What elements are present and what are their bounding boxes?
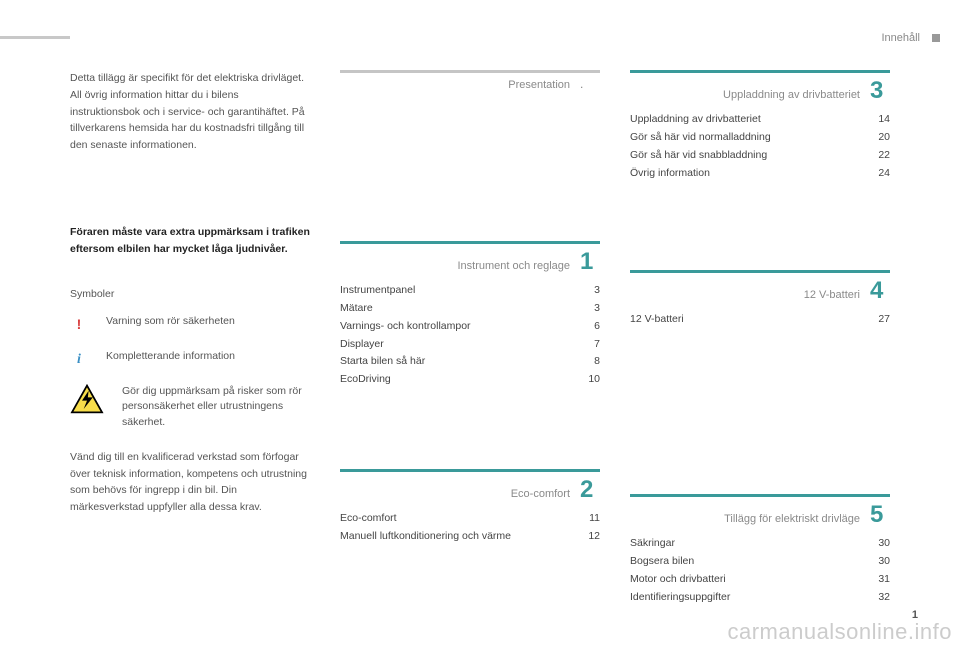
symbol-warning-text: Varning som rör säkerheten xyxy=(106,314,235,330)
footer-note: Vänd dig till en kvalificerad verkstad s… xyxy=(70,449,310,516)
toc-row: Gör så här vid snabbladdning22 xyxy=(630,147,890,165)
toc-row: Manuell luftkonditionering och värme12 xyxy=(340,528,600,546)
section-title: Eco-comfort xyxy=(511,488,570,500)
middle-column: Presentation . Instrument och reglage 1 … xyxy=(340,70,600,546)
section-rule xyxy=(630,270,890,273)
bold-notice: Föraren måste vara extra uppmärksam i tr… xyxy=(70,224,310,258)
symbols-heading: Symboler xyxy=(70,288,310,300)
toc-list-5: Säkringar30 Bogsera bilen30 Motor och dr… xyxy=(630,535,890,606)
toc-row: Mätare3 xyxy=(340,300,600,318)
section-number: 2 xyxy=(580,476,600,504)
section-number: 1 xyxy=(580,248,600,276)
section-rule xyxy=(340,70,600,73)
section-title: Instrument och reglage xyxy=(457,260,570,272)
top-left-rule xyxy=(0,36,70,39)
symbol-info-text: Kompletterande information xyxy=(106,349,235,365)
toc-list-1: Instrumentpanel3 Mätare3 Varnings- och k… xyxy=(340,282,600,389)
toc-row: EcoDriving10 xyxy=(340,371,600,389)
section-5: Tillägg för elektriskt drivläge 5 Säkrin… xyxy=(630,494,890,606)
section-3: Uppladdning av drivbatteriet 3 Uppladdni… xyxy=(630,70,890,182)
toc-row: Varnings- och kontrollampor6 xyxy=(340,318,600,336)
symbol-row-warning: ! Varning som rör säkerheten xyxy=(70,314,310,335)
section-presentation: Presentation . xyxy=(340,70,600,91)
toc-row: Säkringar30 xyxy=(630,535,890,553)
section-number: 4 xyxy=(870,277,890,305)
exclamation-icon: ! xyxy=(70,314,88,335)
toc-row: Identifieringsuppgifter32 xyxy=(630,589,890,607)
toc-list-4: 12 V-batteri27 xyxy=(630,311,890,329)
section-title: Presentation xyxy=(508,79,570,91)
section-dot-icon: . xyxy=(580,77,600,91)
section-title: Uppladdning av drivbatteriet xyxy=(723,89,860,101)
toc-row: 12 V-batteri27 xyxy=(630,311,890,329)
top-right-marker xyxy=(932,34,940,42)
symbol-row-hazard: Gör dig uppmärksam på risker som rör per… xyxy=(70,384,310,431)
toc-row: Övrig information24 xyxy=(630,165,890,183)
section-4: 12 V-batteri 4 12 V-batteri27 xyxy=(630,270,890,329)
toc-list-2: Eco-comfort11 Manuell luftkonditionering… xyxy=(340,510,600,546)
toc-row: Instrumentpanel3 xyxy=(340,282,600,300)
section-2: Eco-comfort 2 Eco-comfort11 Manuell luft… xyxy=(340,469,600,546)
section-number: 3 xyxy=(870,77,890,105)
left-column: Detta tillägg är specifikt för det elekt… xyxy=(70,70,310,516)
section-rule xyxy=(340,241,600,244)
section-rule xyxy=(630,494,890,497)
toc-row: Motor och drivbatteri31 xyxy=(630,571,890,589)
toc-row: Displayer7 xyxy=(340,336,600,354)
toc-row: Gör så här vid normalladdning20 xyxy=(630,129,890,147)
electrical-hazard-icon xyxy=(70,384,104,414)
section-rule xyxy=(340,469,600,472)
info-icon: i xyxy=(70,349,88,370)
toc-row: Bogsera bilen30 xyxy=(630,553,890,571)
section-rule xyxy=(630,70,890,73)
section-title: 12 V-batteri xyxy=(804,289,860,301)
toc-list-3: Uppladdning av drivbatteriet14 Gör så hä… xyxy=(630,111,890,182)
right-column: Uppladdning av drivbatteriet 3 Uppladdni… xyxy=(630,70,890,607)
symbol-row-info: i Kompletterande information xyxy=(70,349,310,370)
toc-row: Uppladdning av drivbatteriet14 xyxy=(630,111,890,129)
toc-row: Starta bilen så här8 xyxy=(340,353,600,371)
section-title: Tillägg för elektriskt drivläge xyxy=(724,513,860,525)
section-1: Instrument och reglage 1 Instrumentpanel… xyxy=(340,241,600,389)
toc-row: Eco-comfort11 xyxy=(340,510,600,528)
intro-text: Detta tillägg är specifikt för det elekt… xyxy=(70,70,310,154)
symbol-hazard-text: Gör dig uppmärksam på risker som rör per… xyxy=(122,384,310,431)
section-number: 5 xyxy=(870,501,890,529)
watermark: carmanualsonline.info xyxy=(727,619,952,645)
header-label: Innehåll xyxy=(881,32,920,44)
